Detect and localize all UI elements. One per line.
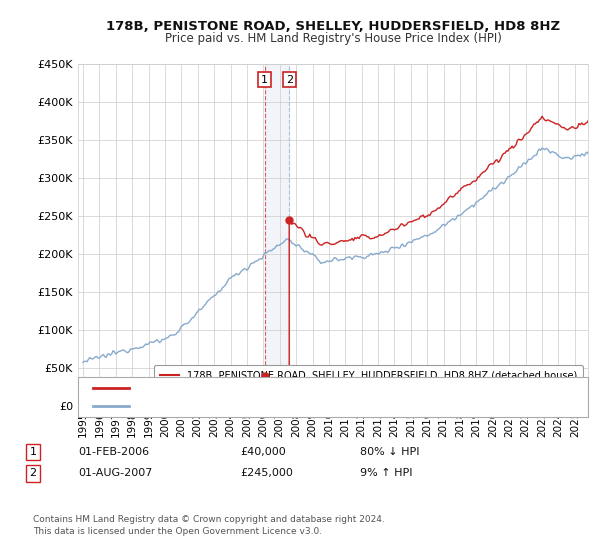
Text: Price paid vs. HM Land Registry's House Price Index (HPI): Price paid vs. HM Land Registry's House … — [164, 32, 502, 45]
Text: 2: 2 — [286, 74, 293, 85]
Text: £245,000: £245,000 — [240, 468, 293, 478]
Text: 178B, PENISTONE ROAD, SHELLEY, HUDDERSFIELD, HD8 8HZ: 178B, PENISTONE ROAD, SHELLEY, HUDDERSFI… — [106, 20, 560, 32]
Bar — [265, 64, 289, 406]
Text: 01-FEB-2006: 01-FEB-2006 — [78, 447, 149, 457]
Text: 2: 2 — [29, 468, 37, 478]
Text: 1: 1 — [29, 447, 37, 457]
Text: 80% ↓ HPI: 80% ↓ HPI — [360, 447, 419, 457]
Text: 01-AUG-2007: 01-AUG-2007 — [78, 468, 152, 478]
Text: 1: 1 — [261, 74, 268, 85]
Text: HPI: Average price, detached house, Kirklees: HPI: Average price, detached house, Kirk… — [135, 401, 370, 411]
Text: £40,000: £40,000 — [240, 447, 286, 457]
Text: 9% ↑ HPI: 9% ↑ HPI — [360, 468, 413, 478]
Text: 178B, PENISTONE ROAD, SHELLEY, HUDDERSFIELD, HD8 8HZ (detached house): 178B, PENISTONE ROAD, SHELLEY, HUDDERSFI… — [135, 383, 549, 393]
Legend: 178B, PENISTONE ROAD, SHELLEY, HUDDERSFIELD, HD8 8HZ (detached house), HPI: Aver: 178B, PENISTONE ROAD, SHELLEY, HUDDERSFI… — [154, 365, 583, 401]
Text: This data is licensed under the Open Government Licence v3.0.: This data is licensed under the Open Gov… — [33, 528, 322, 536]
Text: Contains HM Land Registry data © Crown copyright and database right 2024.: Contains HM Land Registry data © Crown c… — [33, 515, 385, 524]
